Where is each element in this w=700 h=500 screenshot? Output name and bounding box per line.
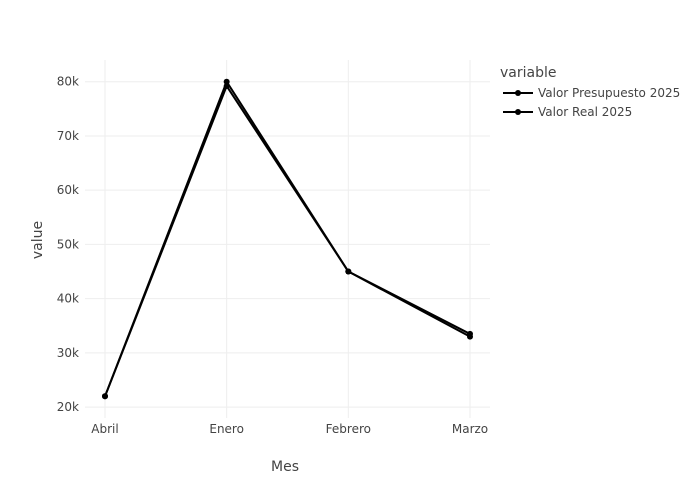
x-axis-title: Mes [271,459,299,475]
legend-items: Valor Presupuesto 2025 Valor Real 2025 [503,86,680,119]
legend-marker [515,90,521,96]
data-point[interactable] [345,268,352,275]
legend-title: variable [500,65,556,81]
y-tick-label: 50k [57,237,79,251]
series-line-2[interactable] [104,85,471,397]
x-axis-ticks: Abril Enero Febrero Marzo [91,422,488,436]
data-point[interactable] [223,78,230,85]
data-point[interactable] [467,333,473,340]
legend-item[interactable]: Valor Real 2025 [503,105,632,119]
x-tick-label: Marzo [452,422,488,436]
x-tick-label: Enero [209,422,244,436]
series-line-1[interactable] [104,80,471,397]
data-point[interactable] [223,83,230,90]
series-layer [102,78,473,400]
data-point[interactable] [102,393,108,400]
legend-item[interactable]: Valor Presupuesto 2025 [503,86,680,100]
y-tick-label: 80k [57,75,79,89]
grid-layer [85,60,490,418]
x-tick-label: Abril [91,422,118,436]
y-axis-ticks: 20k 30k 40k 50k 60k 70k 80k [57,75,79,414]
legend-label: Valor Real 2025 [538,105,632,119]
legend[interactable]: variable Valor Presupuesto 2025 Valor Rea… [500,65,680,119]
y-tick-label: 30k [57,346,79,360]
y-tick-label: 20k [57,400,79,414]
y-tick-label: 40k [57,292,79,306]
y-tick-label: 70k [57,129,79,143]
x-tick-label: Febrero [326,422,371,436]
y-tick-label: 60k [57,183,79,197]
legend-marker [515,109,521,115]
y-axis-title: value [30,221,46,259]
legend-label: Valor Presupuesto 2025 [538,86,680,100]
